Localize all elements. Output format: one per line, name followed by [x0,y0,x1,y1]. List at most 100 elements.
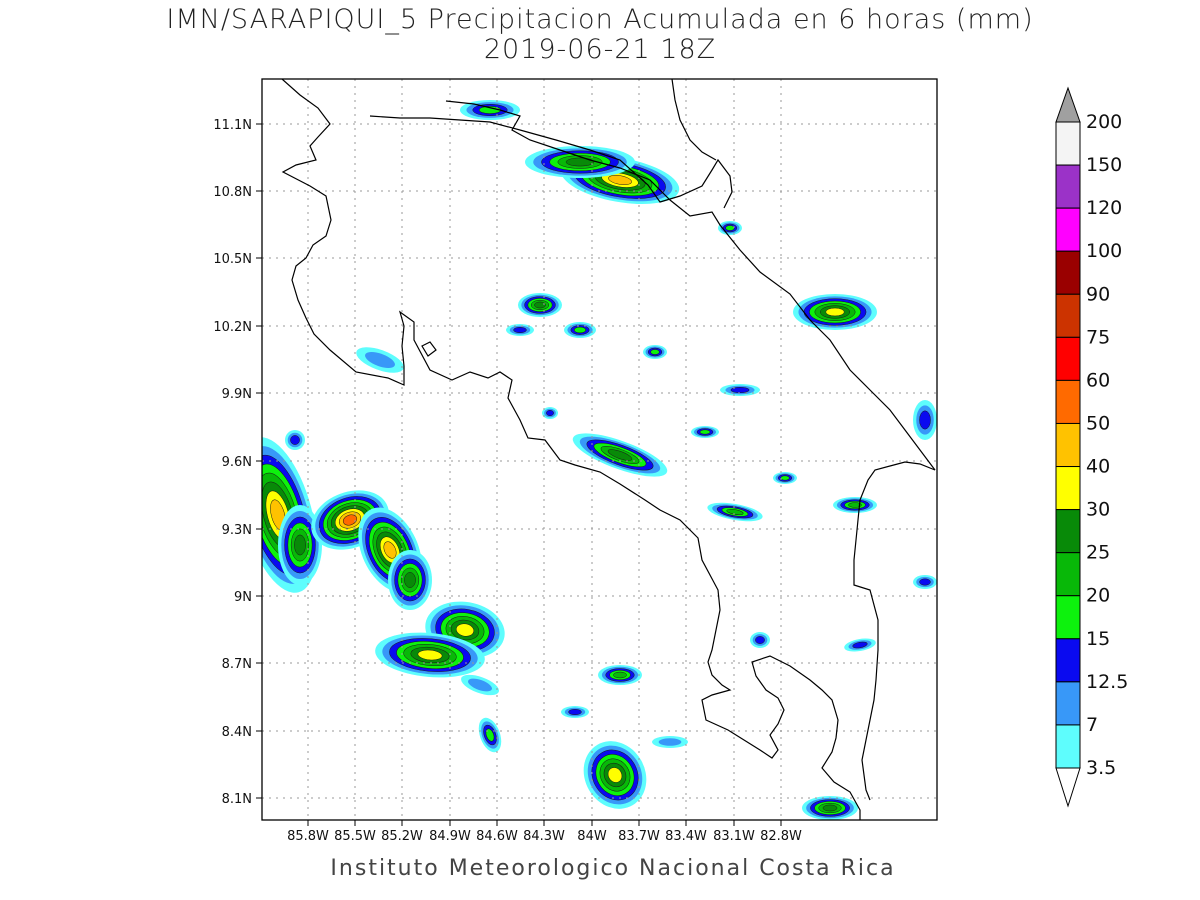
lon-tick-label: 84.3W [523,829,565,844]
lat-tick-label: 9.3N [222,523,252,538]
colorbar-label: 30 [1086,499,1110,521]
colorbar-label: 25 [1086,542,1110,564]
lat-tick-label: 9N [234,590,252,605]
colorbar-top-arrow [1055,86,1081,123]
lon-tick-label: 85.8W [287,829,329,844]
lon-tick-label: 83.1W [713,829,755,844]
institution-footer: Instituto Meteorologico Nacional Costa R… [330,856,896,881]
precip-contour [848,502,862,508]
precipitation-field [262,100,937,820]
lon-tick-label: 84.6W [476,829,518,844]
lat-tick-label: 10.2N [213,320,252,335]
lon-tick-label: 83.7W [618,829,660,844]
precip-contour [534,301,546,309]
precip-contour [417,649,443,661]
precip-contour [513,326,527,334]
precip-contour [607,449,633,461]
coastline [281,79,936,820]
precip-contour [568,708,582,716]
map-grid [262,79,937,820]
colorbar-label: 15 [1086,628,1110,650]
nicaragua-border [369,115,733,209]
lat-tick-label: 11.1N [213,118,252,133]
lat-tick-label: 9.9N [222,387,252,402]
lon-tick-label: 84W [577,829,607,844]
precip-contour [365,352,395,368]
nicoya-gulf-island [421,341,437,357]
colorbar-band [1055,336,1081,381]
colorbar-label: 50 [1086,412,1110,434]
lon-tick-label: 82.8W [760,829,802,844]
precip-contour [822,804,838,812]
precip-contour [608,175,632,185]
map-title: IMN/SARAPIQUI_5 Precipitacion Acumulada … [166,4,1034,35]
precip-contour [468,678,492,692]
precip-contour [294,534,306,556]
colorbar-band [1055,293,1081,338]
colorbar-band [1055,250,1081,295]
longitude-axis: 85.8W 85.5W 85.2W 84.9W 84.6W 84.3W 84W 83.7W 83… [287,820,802,844]
precip-contour [919,578,931,586]
precip-contour [613,671,627,679]
precip-contour [780,475,790,481]
colorbar-label: 60 [1086,369,1110,391]
lat-tick-label: 8.4N [222,725,252,740]
precip-contour [726,508,744,516]
colorbar-legend: 3.5 7 12.5 15 20 25 30 40 50 60 75 90 100 120 150 200 [1055,86,1128,808]
precip-contour [404,572,416,588]
colorbar-label: 20 [1086,585,1110,607]
lon-tick-label: 83.4W [665,829,707,844]
latitude-axis: 11.1N 10.8N 10.5N 10.2N 9.9N 9.6N 9.3N 9N 8.7N 8.… [213,118,262,807]
colorbar-band [1055,422,1081,468]
lat-tick-label: 9.6N [222,455,252,470]
colorbar-bottom-arrow [1055,767,1081,808]
caribbean-coastline [445,100,936,471]
lat-tick-label: 10.5N [213,252,252,267]
colorbar-band [1055,164,1081,209]
panama-border [853,461,936,801]
precip-contour [573,326,587,334]
precip-contour [658,738,682,746]
colorbar-band [1055,724,1081,769]
san-juan-river [671,79,717,161]
colorbar-label: 7 [1086,714,1098,736]
lon-tick-label: 85.2W [381,829,423,844]
precip-contour [290,435,300,445]
pacific-coastline [281,79,861,820]
lat-tick-label: 8.1N [222,792,252,807]
precip-contour [383,541,397,559]
precip-contour [565,157,595,167]
colorbar-label: 100 [1086,240,1122,262]
colorbar-band [1055,638,1081,683]
precip-contour [699,429,711,435]
precip-contour [546,409,554,417]
colorbar-band [1055,379,1081,424]
colorbar-label: 40 [1086,456,1110,478]
colorbar-band [1055,509,1081,554]
colorbar-label: 3.5 [1086,757,1116,779]
precip-contour [455,623,475,637]
colorbar-band [1055,681,1081,726]
precip-contour [650,349,660,355]
precip-contour [755,636,765,644]
lon-tick-label: 85.5W [334,829,376,844]
colorbar-band [1055,466,1081,511]
colorbar-label: 120 [1086,197,1122,219]
precip-contour [919,410,931,430]
lat-tick-label: 8.7N [222,657,252,672]
precip-contour [485,728,495,742]
colorbar-label: 150 [1086,154,1122,176]
colorbar-label: 90 [1086,283,1110,305]
colorbar-label: 200 [1086,111,1122,133]
colorbar-band [1055,552,1081,597]
precip-contour [607,767,623,783]
lat-tick-label: 10.8N [213,185,252,200]
lon-tick-label: 84.9W [429,829,471,844]
map-date: 2019-06-21 18Z [483,34,717,65]
precip-contour [825,307,845,317]
plot-frame [261,78,938,821]
colorbar-label: 75 [1086,326,1110,348]
colorbar-band [1055,595,1081,640]
colorbar-band [1055,121,1081,166]
precip-contour [725,225,735,231]
